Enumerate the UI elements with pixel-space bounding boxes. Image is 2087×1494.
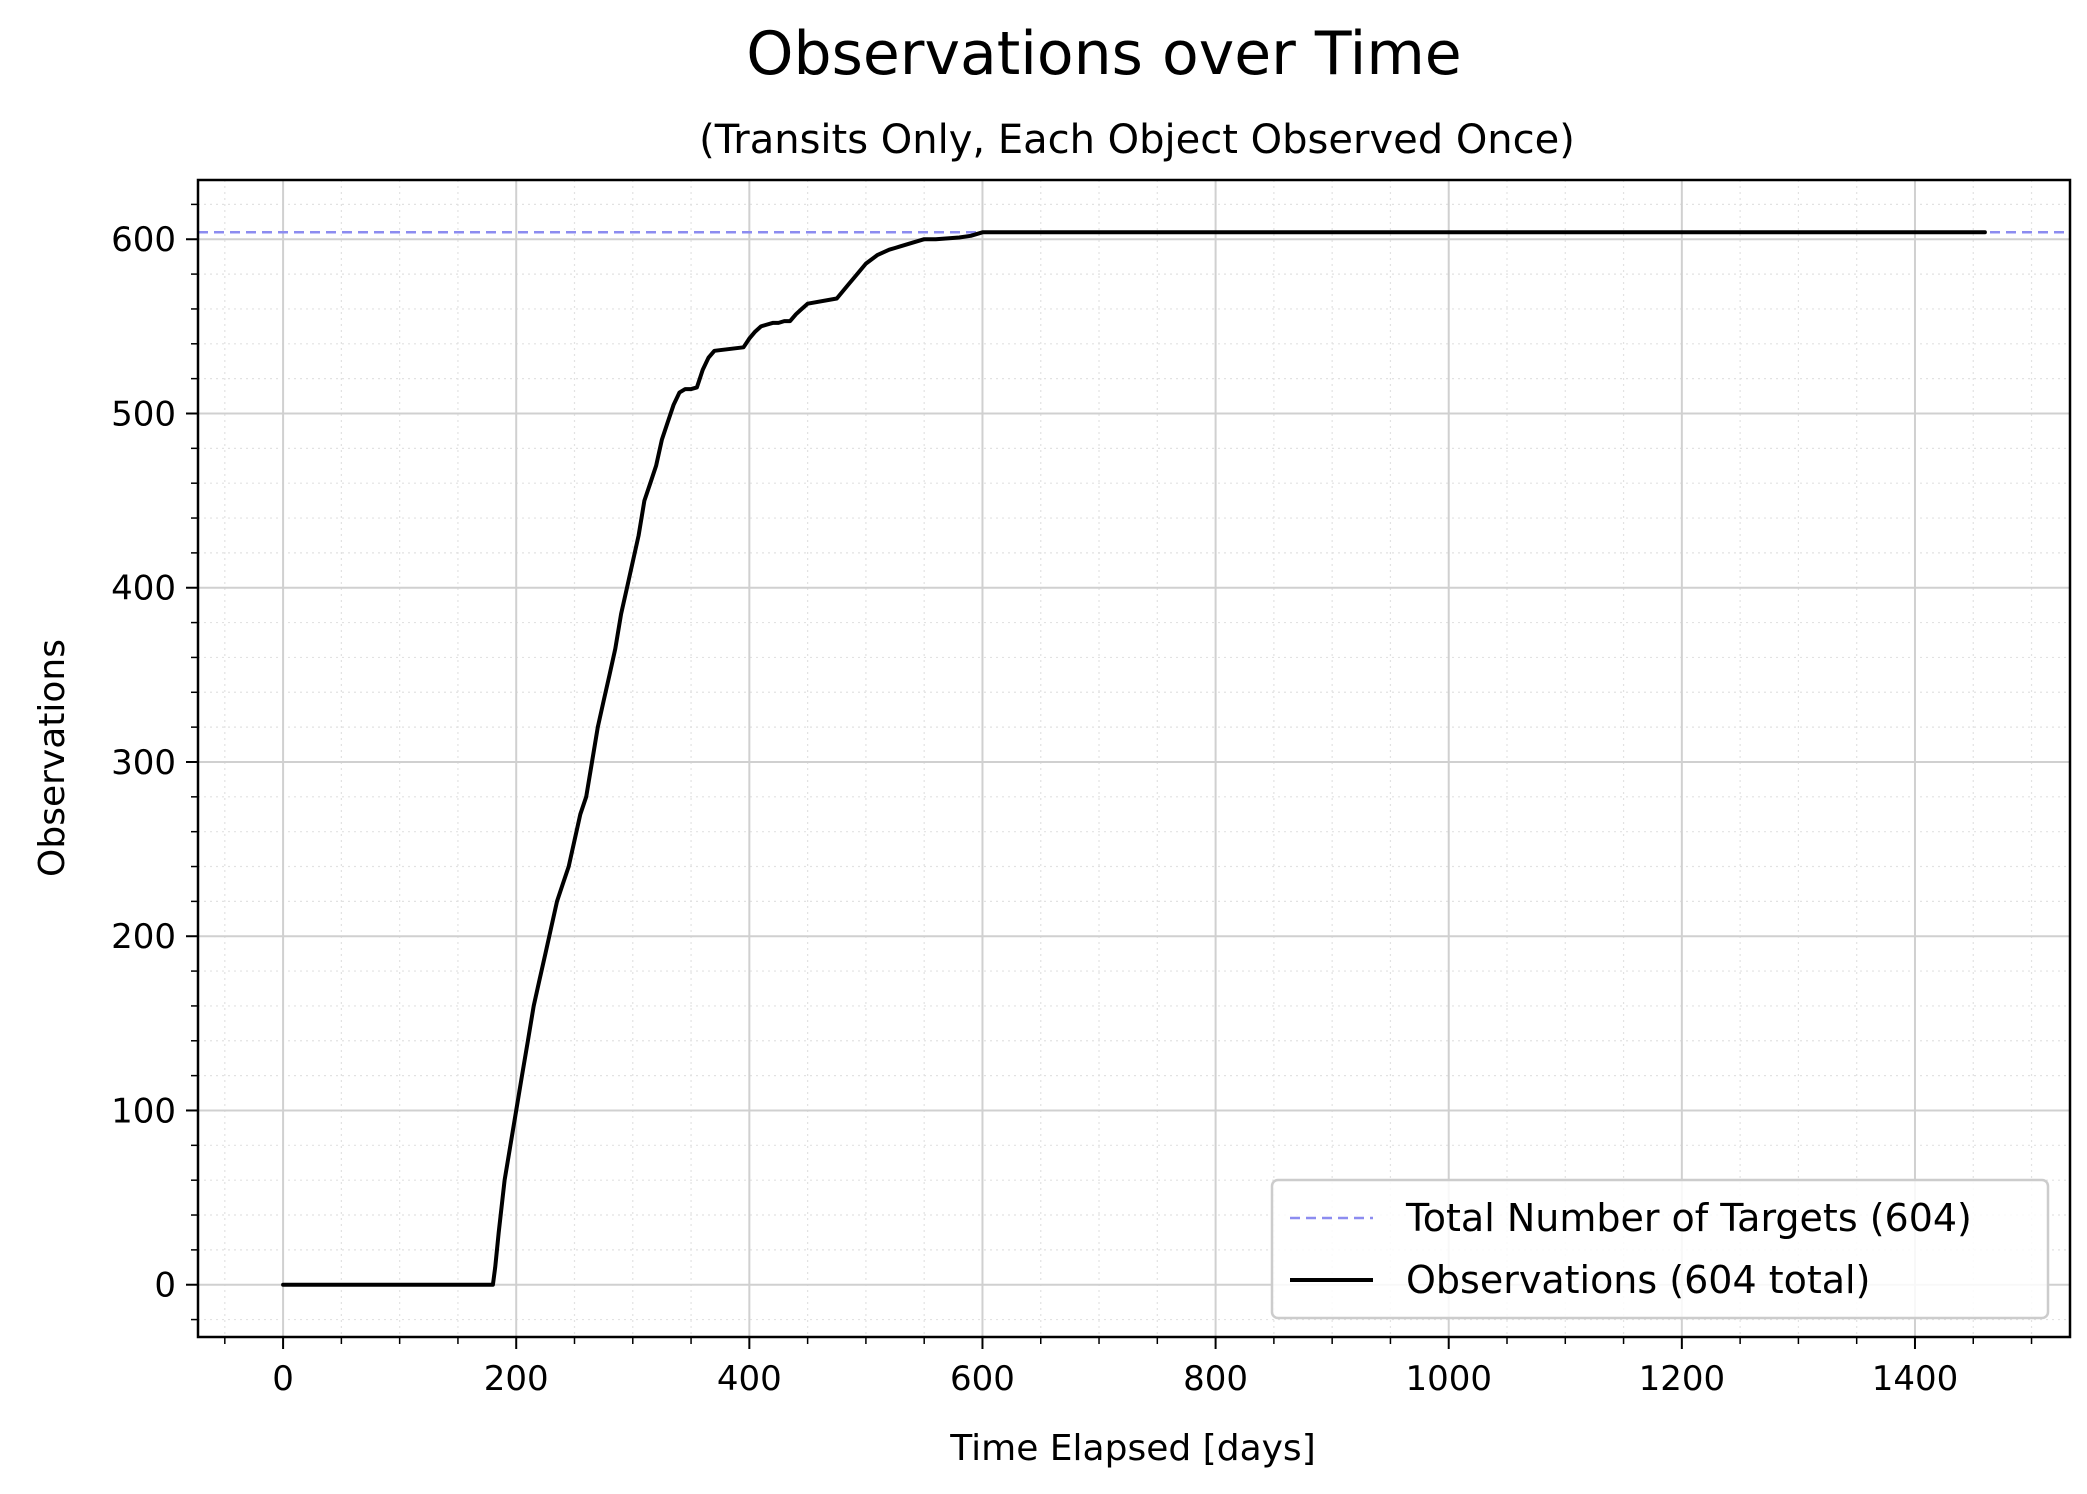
x-tick-label: 800: [1183, 1359, 1248, 1399]
y-tick-label: 100: [111, 1091, 176, 1131]
x-axis-label: Time Elapsed [days]: [949, 1428, 1315, 1469]
x-tick-label: 1000: [1405, 1359, 1492, 1399]
chart-subtitle: (Transits Only, Each Object Observed Onc…: [699, 117, 1575, 163]
x-tick-label: 200: [484, 1359, 549, 1399]
axis-ticks: 0 200 400 600 800 1000 1200 1400 0 100 200 300 400 50…: [111, 203, 2033, 1399]
y-tick-label: 200: [111, 917, 176, 957]
legend: Total Number of Targets (604) Observatio…: [1270, 1178, 2050, 1320]
y-tick-label: 400: [111, 569, 176, 609]
y-tick-label: 300: [111, 743, 176, 783]
axes-frame: [196, 178, 2072, 1339]
legend-box: [1270, 1178, 2050, 1320]
plot-area: [198, 230, 2070, 1287]
y-tick-label: 0: [154, 1266, 176, 1306]
x-tick-label: 1200: [1639, 1359, 1726, 1399]
x-tick-label: 600: [950, 1359, 1015, 1399]
chart-title: Observations over Time: [746, 19, 1461, 89]
y-tick-label: 500: [111, 394, 176, 434]
x-tick-label: 400: [717, 1359, 782, 1399]
legend-label-observations: Observations (604 total): [1406, 1258, 1870, 1302]
x-tick-label: 1400: [1872, 1359, 1959, 1399]
y-tick-label: 600: [111, 220, 176, 260]
y-axis-label: Observations: [32, 639, 73, 877]
x-tick-label: 0: [272, 1359, 294, 1399]
observations-line: [281, 230, 1987, 1287]
grid: [198, 180, 2070, 1337]
legend-label-targets: Total Number of Targets (604): [1405, 1196, 1972, 1240]
